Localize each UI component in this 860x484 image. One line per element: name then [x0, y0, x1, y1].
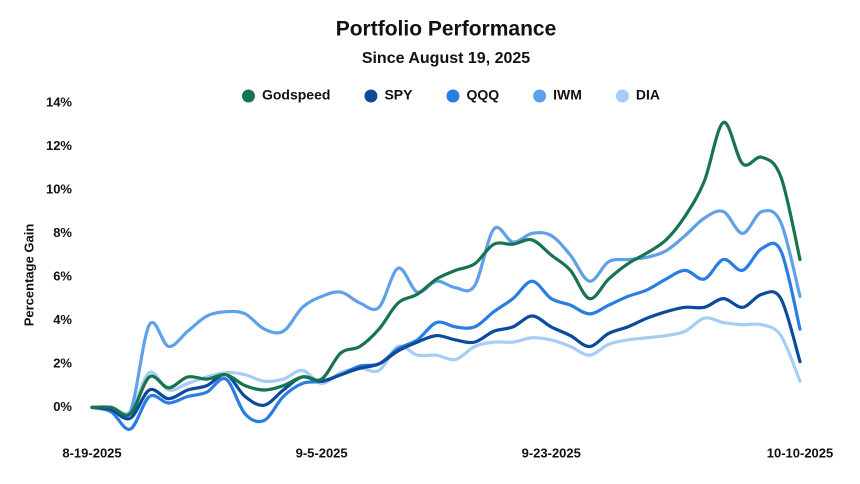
- chart-title: Portfolio Performance: [336, 18, 557, 41]
- legend-label: Godspeed: [262, 87, 330, 103]
- y-tick-label: 12%: [46, 138, 72, 153]
- series-line: [90, 290, 802, 421]
- y-tick-label: 14%: [46, 94, 72, 109]
- x-tick-label: 9-5-2025: [296, 445, 348, 460]
- legend-marker: [364, 89, 378, 103]
- legend-marker: [241, 89, 255, 103]
- series-line: [90, 316, 802, 416]
- x-tick-label: 8-19-2025: [62, 445, 121, 460]
- y-tick-label: 8%: [53, 225, 72, 240]
- legend-label: SPY: [384, 87, 413, 103]
- legend-label: IWM: [553, 87, 582, 103]
- legend-marker: [446, 89, 460, 103]
- legend-label: DIA: [636, 87, 660, 103]
- y-tick-label: 2%: [53, 355, 72, 370]
- chart-subtitle: Since August 19, 2025: [362, 50, 530, 67]
- y-tick-label: 10%: [46, 181, 72, 196]
- legend-marker: [533, 89, 547, 103]
- y-tick-label: 6%: [53, 268, 72, 283]
- y-tick-label: 0%: [53, 399, 72, 414]
- x-tick-label: 9-23-2025: [522, 445, 581, 460]
- legend-label: QQQ: [466, 87, 499, 103]
- y-axis-label: Percentage Gain: [21, 224, 36, 327]
- legend-marker: [615, 89, 629, 103]
- series-line: [90, 120, 802, 417]
- x-tick-label: 10-10-2025: [767, 445, 834, 460]
- series-line: [90, 241, 802, 431]
- series-line: [90, 208, 802, 420]
- y-tick-label: 4%: [53, 312, 72, 327]
